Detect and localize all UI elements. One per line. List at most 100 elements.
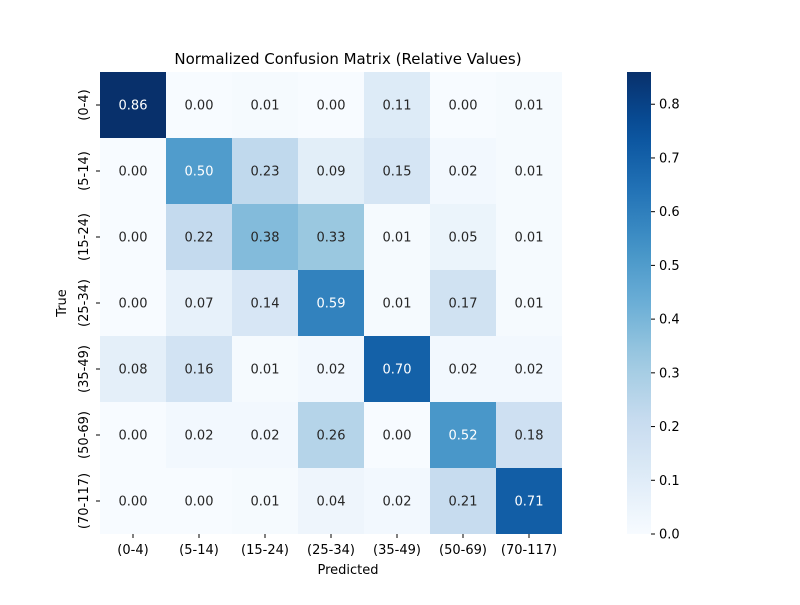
heatmap-cell — [364, 72, 430, 138]
heatmap-cell — [496, 138, 562, 204]
heatmap-cell — [430, 468, 496, 534]
heatmap-cell-labels: 0.86 0.00 0.01 0.00 0.11 0.00 0.01 0.00 0.50 0.23… — [119, 99, 544, 510]
cell-value-label: 0.18 — [515, 429, 544, 444]
cell-value-label: 0.08 — [119, 363, 148, 378]
heatmap-cell — [232, 402, 298, 468]
cell-value-label: 0.02 — [185, 429, 214, 444]
heatmap-cell — [232, 336, 298, 402]
heatmap-cell — [166, 72, 232, 138]
heatmap-cell — [100, 336, 166, 402]
cell-value-label: 0.17 — [449, 297, 478, 312]
y-axis-label: True — [55, 289, 70, 318]
heatmap-cell — [298, 336, 364, 402]
x-tick-label: (35-49) — [373, 543, 421, 558]
y-tick-label: (35-49) — [77, 345, 92, 393]
x-tick-label: (0-4) — [117, 543, 148, 558]
cell-value-label: 0.22 — [185, 231, 214, 246]
cell-value-label: 0.86 — [119, 99, 148, 114]
heatmap-cell — [364, 204, 430, 270]
cell-value-label: 0.70 — [383, 363, 412, 378]
cell-value-label: 0.11 — [383, 99, 412, 114]
y-tick-label: (25-34) — [77, 279, 92, 327]
cell-value-label: 0.23 — [251, 165, 280, 180]
heatmap-cell — [364, 402, 430, 468]
y-tick-label: (70-117) — [77, 473, 92, 529]
cell-value-label: 0.01 — [251, 99, 280, 114]
heatmap-cell — [496, 204, 562, 270]
heatmap-cell — [232, 138, 298, 204]
cell-value-label: 0.02 — [449, 363, 478, 378]
cell-value-label: 0.21 — [449, 495, 478, 510]
x-axis-label: Predicted — [317, 563, 378, 578]
heatmap-cell — [100, 204, 166, 270]
heatmap-cell — [430, 336, 496, 402]
heatmap-cell — [100, 270, 166, 336]
heatmap-cell — [496, 270, 562, 336]
cell-value-label: 0.01 — [251, 363, 280, 378]
heatmap-cell — [298, 468, 364, 534]
heatmap-cell — [100, 138, 166, 204]
heatmap-cell — [232, 72, 298, 138]
colorbar-tick-label: 0.6 — [659, 205, 680, 220]
heatmap-cell — [364, 468, 430, 534]
heatmap-cell — [364, 270, 430, 336]
heatmap-cell — [496, 336, 562, 402]
heatmap-cell — [100, 72, 166, 138]
cell-value-label: 0.09 — [317, 165, 346, 180]
heatmap-cell — [430, 204, 496, 270]
x-tick-label: (70-117) — [501, 543, 557, 558]
colorbar-tick-label: 0.7 — [659, 151, 680, 166]
cell-value-label: 0.02 — [449, 165, 478, 180]
heatmap-cell — [496, 468, 562, 534]
cell-value-label: 0.00 — [185, 495, 214, 510]
chart-title: Normalized Confusion Matrix (Relative Va… — [174, 50, 521, 68]
heatmap-cell — [430, 138, 496, 204]
heatmap-cell — [496, 402, 562, 468]
cell-value-label: 0.00 — [119, 495, 148, 510]
heatmap-cell — [100, 468, 166, 534]
heatmap-cell — [166, 468, 232, 534]
heatmap-cells — [100, 72, 562, 534]
heatmap-cell — [100, 402, 166, 468]
heatmap-cell — [298, 138, 364, 204]
heatmap-cell — [430, 402, 496, 468]
cell-value-label: 0.00 — [449, 99, 478, 114]
cell-value-label: 0.71 — [515, 495, 544, 510]
cell-value-label: 0.04 — [317, 495, 346, 510]
heatmap-cell — [232, 204, 298, 270]
cell-value-label: 0.01 — [515, 231, 544, 246]
colorbar-tick-label: 0.5 — [659, 259, 680, 274]
cell-value-label: 0.01 — [515, 297, 544, 312]
cell-value-label: 0.01 — [383, 297, 412, 312]
y-tick-label: (0-4) — [77, 89, 92, 120]
colorbar-tick-label: 0.4 — [659, 313, 680, 328]
cell-value-label: 0.05 — [449, 231, 478, 246]
x-tick-label: (15-24) — [241, 543, 289, 558]
heatmap-cell — [232, 468, 298, 534]
heatmap-cell — [166, 336, 232, 402]
heatmap-cell — [166, 138, 232, 204]
x-axis: (0-4) (5-14) (15-24) (25-34) (35-49) (50-69) (… — [117, 534, 557, 558]
heatmap-cell — [298, 204, 364, 270]
cell-value-label: 0.00 — [383, 429, 412, 444]
heatmap-cell — [166, 204, 232, 270]
cell-value-label: 0.02 — [515, 363, 544, 378]
cell-value-label: 0.02 — [251, 429, 280, 444]
heatmap-cell — [298, 402, 364, 468]
cell-value-label: 0.00 — [119, 429, 148, 444]
heatmap-cell — [496, 72, 562, 138]
cell-value-label: 0.00 — [317, 99, 346, 114]
cell-value-label: 0.16 — [185, 363, 214, 378]
cell-value-label: 0.00 — [119, 165, 148, 180]
cell-value-label: 0.33 — [317, 231, 346, 246]
colorbar-tick-label: 0.2 — [659, 420, 680, 435]
x-tick-label: (50-69) — [439, 543, 487, 558]
heatmap-cell — [166, 402, 232, 468]
heatmap-cell — [364, 138, 430, 204]
colorbar-tick-label: 0.3 — [659, 366, 680, 381]
cell-value-label: 0.38 — [251, 231, 280, 246]
cell-value-label: 0.01 — [383, 231, 412, 246]
cell-value-label: 0.15 — [383, 165, 412, 180]
x-tick-label: (5-14) — [179, 543, 219, 558]
colorbar-ticks: 0.0 0.1 0.2 0.3 0.4 0.5 0.6 0.7 0.8 — [651, 98, 680, 543]
